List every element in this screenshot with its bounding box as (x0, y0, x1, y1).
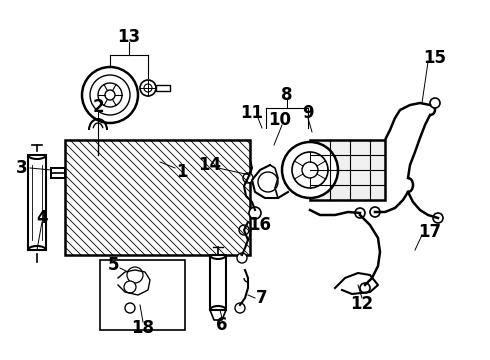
Circle shape (127, 267, 143, 283)
Text: 6: 6 (216, 316, 228, 334)
Text: 15: 15 (423, 49, 446, 67)
Text: 4: 4 (36, 209, 48, 227)
Text: 5: 5 (107, 256, 119, 274)
Text: 7: 7 (256, 289, 268, 307)
Circle shape (249, 207, 261, 219)
Circle shape (433, 213, 443, 223)
Text: 17: 17 (418, 223, 441, 241)
Circle shape (355, 208, 365, 218)
Bar (65, 140, 250, 255)
Text: 12: 12 (350, 295, 373, 313)
Text: 2: 2 (92, 98, 104, 116)
Circle shape (430, 98, 440, 108)
Bar (100, 260, 185, 330)
Circle shape (370, 207, 380, 217)
Circle shape (125, 303, 135, 313)
Bar (210, 255, 226, 310)
Circle shape (258, 172, 278, 192)
Circle shape (282, 142, 338, 198)
Text: 1: 1 (176, 163, 188, 181)
Text: 16: 16 (248, 216, 271, 234)
Text: 3: 3 (16, 159, 28, 177)
Circle shape (360, 283, 370, 293)
Text: 10: 10 (269, 111, 292, 129)
Text: 13: 13 (118, 28, 141, 46)
Circle shape (140, 80, 156, 96)
Text: 18: 18 (131, 319, 154, 337)
Text: 8: 8 (281, 86, 293, 104)
Circle shape (237, 253, 247, 263)
Bar (310, 140, 385, 200)
Text: 11: 11 (241, 104, 264, 122)
Text: 9: 9 (302, 104, 314, 122)
Text: 14: 14 (198, 156, 221, 174)
Circle shape (124, 281, 136, 293)
Circle shape (292, 152, 328, 188)
Bar (51, 168, 65, 178)
Bar (156, 85, 170, 91)
Circle shape (239, 225, 249, 235)
Circle shape (235, 303, 245, 313)
Circle shape (243, 173, 253, 183)
Bar (28, 155, 46, 250)
